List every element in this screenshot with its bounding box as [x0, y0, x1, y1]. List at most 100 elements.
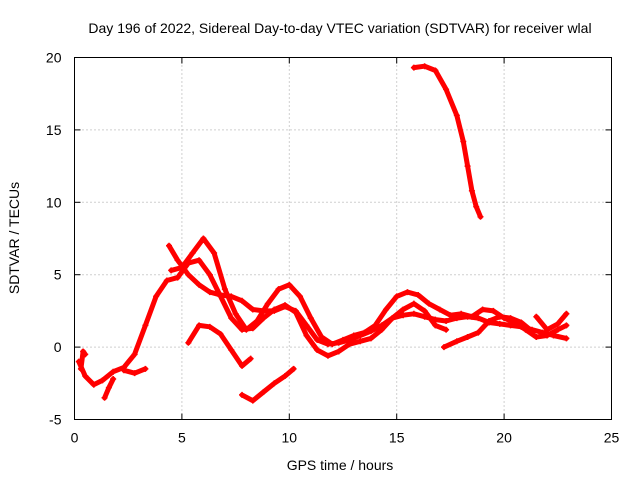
data-point: [507, 315, 514, 322]
series-J-line: [533, 311, 569, 333]
x-axis-label: GPS time / hours: [287, 457, 394, 473]
data-point: [393, 293, 400, 300]
data-point: [290, 365, 297, 372]
data-point: [211, 249, 218, 256]
x-tick-label: 5: [178, 430, 186, 446]
data-point: [254, 318, 261, 325]
data-point: [163, 277, 170, 284]
data-point: [99, 377, 106, 384]
data-point: [421, 63, 428, 70]
data-point: [217, 291, 224, 298]
data-point: [473, 203, 480, 210]
data-point: [314, 346, 321, 353]
data-point: [490, 307, 497, 314]
data-point: [131, 351, 138, 358]
data-point: [303, 332, 310, 339]
data-series: [75, 63, 570, 404]
data-point: [529, 328, 536, 335]
x-axis-ticks: 0 5 10 15 20 25: [71, 57, 620, 446]
data-point: [539, 329, 546, 336]
data-point: [464, 163, 471, 170]
data-point: [153, 293, 160, 300]
data-point: [544, 326, 551, 333]
data-point: [260, 388, 267, 395]
data-point: [228, 346, 235, 353]
data-point: [101, 394, 108, 401]
data-point: [120, 367, 127, 374]
data-point: [440, 344, 447, 351]
data-point: [421, 307, 428, 314]
data-point: [82, 373, 89, 380]
data-point: [174, 274, 181, 281]
data-point: [425, 300, 432, 307]
data-point: [464, 333, 471, 340]
data-point: [533, 333, 540, 340]
series-K-line: [411, 63, 483, 220]
data-point: [432, 316, 439, 323]
data-point: [206, 289, 213, 296]
data-point: [185, 339, 192, 346]
data-point: [282, 303, 289, 310]
data-point: [292, 307, 299, 314]
data-point: [400, 312, 407, 319]
data-point: [77, 365, 84, 372]
x-tick-label: 10: [282, 430, 298, 446]
data-point: [410, 64, 417, 71]
data-point: [357, 332, 364, 339]
data-point: [260, 307, 267, 314]
data-point: [282, 373, 289, 380]
data-point: [400, 306, 407, 313]
data-point: [410, 310, 417, 317]
data-point: [271, 380, 278, 387]
data-point: [367, 335, 374, 342]
data-point: [168, 267, 175, 274]
data-point: [206, 323, 213, 330]
data-point: [196, 257, 203, 264]
data-point: [105, 384, 112, 391]
data-point: [415, 291, 422, 298]
y-tick-label: -5: [49, 412, 62, 428]
data-point: [264, 300, 271, 307]
data-point: [468, 187, 475, 194]
data-point: [324, 341, 331, 348]
data-point: [243, 326, 250, 333]
data-point: [239, 362, 246, 369]
x-tick-label: 25: [604, 430, 620, 446]
y-tick-label: 20: [46, 50, 62, 66]
data-point: [271, 307, 278, 314]
data-point: [367, 328, 374, 335]
data-point: [335, 348, 342, 355]
data-point: [275, 286, 282, 293]
data-point: [518, 319, 525, 326]
data-point: [486, 318, 493, 325]
data-point: [496, 313, 503, 320]
data-point: [228, 293, 235, 300]
data-point: [554, 320, 561, 327]
data-point: [196, 322, 203, 329]
x-tick-label: 0: [71, 430, 79, 446]
data-point: [142, 322, 149, 329]
data-point: [166, 242, 173, 249]
data-point: [303, 322, 310, 329]
data-point: [82, 351, 89, 358]
data-point: [404, 289, 411, 296]
data-point: [307, 315, 314, 322]
data-point: [249, 306, 256, 313]
grid-lines: [74, 57, 612, 420]
data-point: [239, 391, 246, 398]
data-point: [550, 332, 557, 339]
data-point: [174, 257, 181, 264]
data-point: [443, 318, 450, 325]
data-point: [200, 235, 207, 242]
data-point: [453, 338, 460, 345]
data-point: [464, 313, 471, 320]
data-point: [382, 306, 389, 313]
data-point: [110, 368, 117, 375]
data-point: [389, 315, 396, 322]
data-point: [357, 338, 364, 345]
y-tick-label: 10: [46, 194, 62, 210]
data-point: [421, 313, 428, 320]
data-point: [432, 322, 439, 329]
